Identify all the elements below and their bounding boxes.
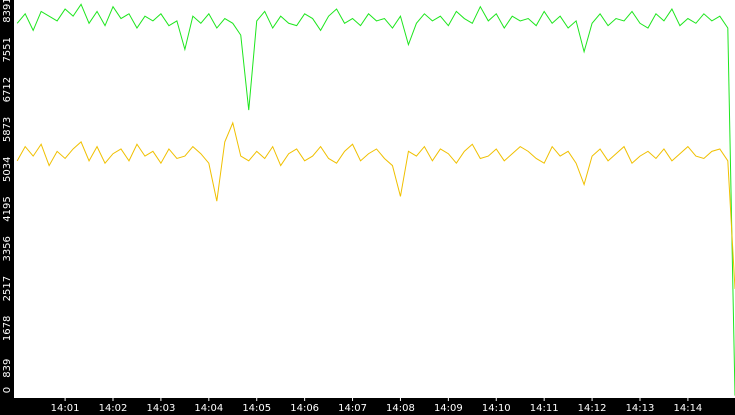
y-tick-label: 5873 bbox=[2, 117, 13, 142]
x-tick-label: 14:10 bbox=[482, 403, 511, 414]
x-tick-label: 14:05 bbox=[242, 403, 271, 414]
x-axis-strip bbox=[0, 398, 735, 415]
y-tick-label: 3356 bbox=[2, 236, 13, 261]
x-tick-label: 14:03 bbox=[147, 403, 176, 414]
y-tick-label: 6712 bbox=[2, 77, 13, 102]
y-tick-label: 839 bbox=[2, 359, 13, 378]
y-axis-strip bbox=[0, 0, 14, 415]
x-tick-label: 14:04 bbox=[194, 403, 223, 414]
x-tick-label: 14:13 bbox=[626, 403, 655, 414]
x-tick-label: 14:06 bbox=[290, 403, 319, 414]
y-tick-label: 0 bbox=[2, 387, 13, 393]
series-line bbox=[16, 3, 735, 396]
y-tick-label: 5034 bbox=[2, 157, 13, 182]
x-tick-label: 14:07 bbox=[338, 403, 367, 414]
x-tick-label: 14:09 bbox=[434, 403, 463, 414]
y-tick-label: 2517 bbox=[2, 276, 13, 301]
y-tick-label: 8391 bbox=[2, 0, 13, 23]
x-tick-label: 14:11 bbox=[530, 403, 559, 414]
x-tick-label: 14:12 bbox=[578, 403, 607, 414]
y-tick-label: 7551 bbox=[2, 37, 13, 62]
x-tick-label: 14:02 bbox=[99, 403, 128, 414]
series-line bbox=[16, 121, 735, 289]
x-tick-label: 14:14 bbox=[673, 403, 702, 414]
y-tick-label: 1678 bbox=[2, 316, 13, 341]
x-tick-label: 14:01 bbox=[51, 403, 80, 414]
y-tick-label: 4195 bbox=[2, 196, 13, 221]
x-tick-label: 14:08 bbox=[386, 403, 415, 414]
